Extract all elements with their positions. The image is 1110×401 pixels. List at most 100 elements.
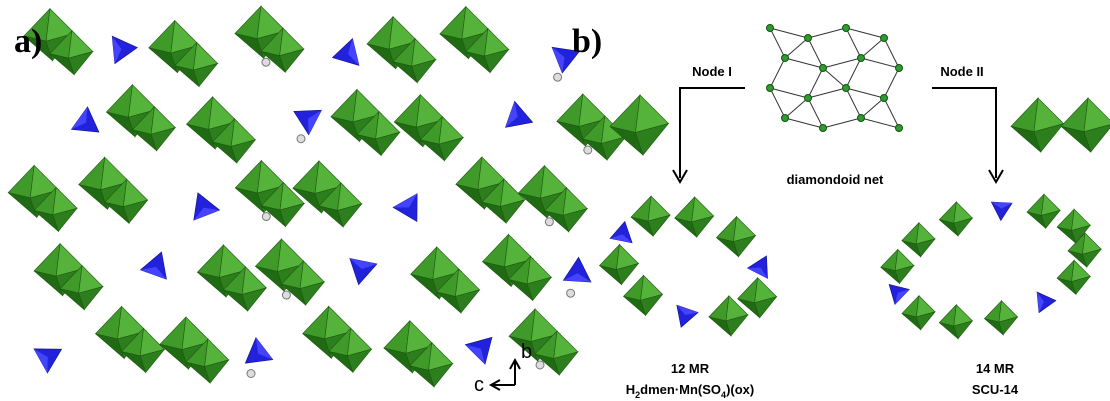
octahedron (1061, 98, 1110, 152)
formula-part: dmen·Mn(SO (640, 382, 721, 397)
tetrahedron (563, 257, 591, 282)
bond (823, 118, 861, 128)
tetrahedron (332, 39, 359, 66)
octahedron (1027, 194, 1060, 228)
figure: a) b) Node I Node II diamondoid net b c … (0, 0, 1110, 401)
bond (808, 68, 823, 98)
bond (861, 118, 899, 128)
atom (545, 218, 553, 226)
atom (554, 73, 562, 81)
bond (861, 58, 899, 68)
atom (567, 289, 575, 297)
bond (823, 68, 846, 88)
bond (785, 38, 808, 58)
octahedron (631, 196, 670, 236)
bond (770, 88, 785, 118)
octahedron (902, 223, 935, 257)
atom (536, 361, 544, 369)
tetrahedron (465, 337, 492, 364)
tetrahedron (140, 252, 166, 279)
net-node (896, 65, 903, 72)
tetrahedron (991, 202, 1012, 221)
net-node (767, 85, 774, 92)
tetrahedron (889, 284, 909, 304)
panel-label: b) (572, 23, 602, 60)
bond (884, 98, 899, 128)
bond (808, 98, 823, 128)
bond (770, 28, 785, 58)
tetrahedron (245, 338, 272, 364)
net-node (843, 85, 850, 92)
tetrahedron (71, 107, 99, 132)
ring-size: 12 MR (671, 361, 710, 376)
bond (861, 38, 884, 58)
diamond-net (767, 25, 903, 132)
octahedron (716, 217, 755, 257)
bond (823, 58, 861, 68)
ring-size: 14 MR (976, 361, 1015, 376)
formula: H2dmen·Mn(SO4)(ox) (626, 382, 754, 400)
bond (808, 38, 823, 68)
tetrahedron (748, 256, 768, 278)
octahedron (939, 305, 972, 339)
bond (884, 38, 899, 68)
bond (770, 28, 808, 38)
net-node (896, 125, 903, 132)
tetrahedron (393, 194, 417, 222)
tetrahedron (677, 305, 698, 327)
net-node (858, 115, 865, 122)
bond (770, 88, 808, 98)
bond (846, 58, 861, 88)
octahedron (675, 197, 714, 237)
bond (846, 28, 884, 38)
net-node (782, 55, 789, 62)
octahedron (939, 202, 972, 236)
node-label: Node II (940, 64, 983, 79)
bond (808, 88, 846, 98)
bond (846, 28, 861, 58)
panel-label: a) (14, 23, 42, 60)
atom (297, 135, 305, 143)
atom (584, 146, 592, 154)
tetrahedron (194, 193, 220, 220)
octahedron (599, 245, 638, 285)
axis-label: c (474, 374, 484, 396)
net-node (805, 95, 812, 102)
octahedron (1011, 98, 1064, 152)
octahedron (881, 249, 914, 283)
net-node (782, 115, 789, 122)
formula-part: )(ox) (726, 382, 754, 397)
tetrahedron (1037, 292, 1056, 313)
node-label: Node I (692, 64, 732, 79)
tetrahedron (112, 36, 137, 64)
net-node (881, 95, 888, 102)
net-node (820, 125, 827, 132)
net-node (767, 25, 774, 32)
bond (785, 98, 808, 118)
net-caption: diamondoid net (787, 172, 884, 187)
bond (884, 68, 899, 98)
tetrahedron (34, 349, 62, 373)
bond (785, 58, 823, 68)
bond (861, 98, 884, 118)
atom (262, 58, 270, 66)
bond (808, 28, 846, 38)
bond (770, 58, 785, 88)
tetrahedron (350, 258, 377, 284)
net-node (881, 35, 888, 42)
net-node (858, 55, 865, 62)
axis-label: b (521, 341, 532, 363)
tetrahedron (294, 110, 322, 135)
bond (846, 88, 861, 118)
bond (785, 118, 823, 128)
net-node (843, 25, 850, 32)
net-node (805, 35, 812, 42)
atom (247, 369, 255, 377)
formula-part: H (626, 382, 635, 397)
ring-name: SCU-14 (972, 382, 1019, 397)
bond (846, 88, 884, 98)
tetrahedron (505, 101, 532, 127)
octahedron (624, 275, 663, 315)
octahedron (610, 95, 669, 155)
atom (262, 213, 270, 221)
